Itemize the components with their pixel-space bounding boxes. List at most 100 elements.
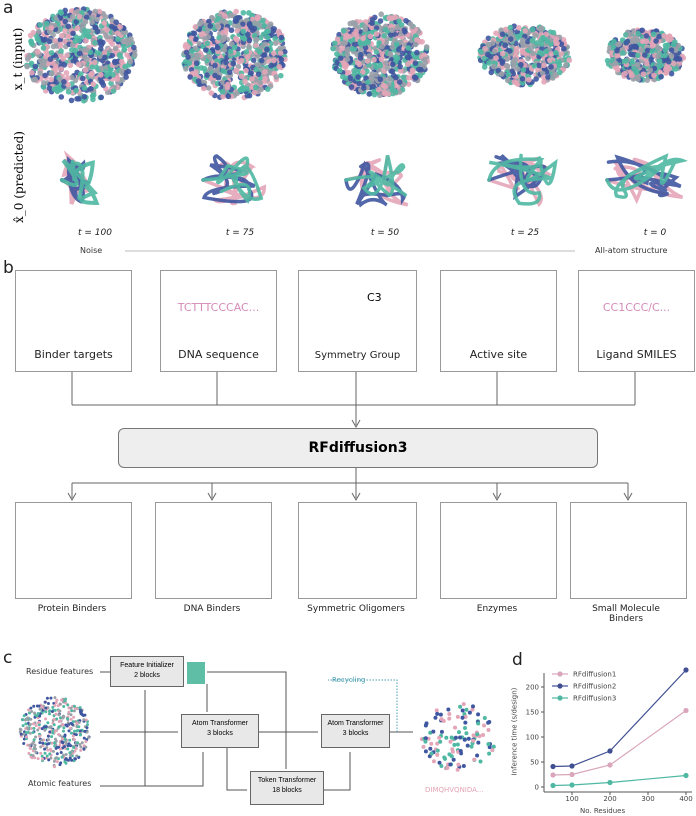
atom [107,38,114,45]
atom [532,32,538,39]
atom [538,26,544,33]
atom [526,76,532,83]
atom [270,28,277,34]
atom [91,59,98,66]
block-name: Feature Initializer [120,662,174,669]
atom [261,52,268,58]
atom [196,40,203,47]
atom [55,760,59,764]
atom [498,71,505,77]
atom [193,36,199,42]
atom [656,33,663,40]
atom [102,54,108,61]
atom [72,38,79,44]
atom [78,71,84,77]
atom [38,714,42,718]
atom [415,66,422,73]
atom [65,81,71,88]
atom [50,741,54,745]
atom [345,46,352,52]
atom [271,50,277,56]
atom [235,14,241,21]
atom [46,734,50,738]
atom [26,716,30,720]
atom [58,702,62,706]
residue [434,708,439,713]
atom [43,700,47,704]
atom [386,75,392,82]
atom [490,63,497,70]
atom [62,38,69,45]
arrow-down [492,483,502,502]
atom [42,725,46,729]
atom [662,52,668,59]
atom [205,34,212,40]
atom [362,24,368,30]
atom [334,51,340,57]
atom [509,68,515,75]
atom [31,731,35,735]
atom [19,732,23,736]
atom [81,54,88,60]
atom [37,726,41,730]
atom [54,729,58,733]
residue [462,737,467,742]
atom [505,71,512,78]
atom [225,93,232,100]
residue [447,712,452,717]
legend-label: RFdiffusion2 [573,683,616,691]
atom [40,705,44,709]
atom [27,751,31,755]
smiles-text: CC1CCC/C... [602,301,671,314]
atom [503,62,510,69]
atom [511,61,517,67]
block-name: Atom Transformer [191,720,248,727]
atom [405,45,412,51]
atom [502,27,509,33]
block-sub: 3 blocks [207,730,233,737]
atom [39,751,43,755]
atom [57,732,61,736]
noisy-atom-cloud [604,27,687,83]
output-label: Small Molecule Binders [592,604,660,624]
residue [458,735,463,740]
atom [78,729,82,733]
atom [79,748,83,752]
atom [224,84,231,91]
atom [83,47,90,53]
atom [515,66,521,72]
atom [340,73,346,80]
atom [204,72,210,78]
atom [64,757,68,761]
atom [373,31,380,37]
atom [406,75,412,81]
atom [117,24,123,30]
legend-marker [557,683,563,689]
atom [548,51,555,57]
atom [28,743,32,747]
block-name: Token Transformer [257,777,317,784]
atom [58,709,62,713]
atom [362,44,369,51]
data-point [683,707,689,714]
atom [544,38,551,45]
x-tick-label: 100 [565,795,578,803]
predicted-structure [201,154,267,206]
timestep-label: t = 75 [225,228,255,238]
atom [83,729,87,733]
atom [67,62,74,69]
atom [233,67,240,74]
atom [70,709,74,713]
output-box [15,502,132,599]
atom [46,85,53,91]
residue [456,762,461,767]
atom [240,9,247,16]
atom [520,67,527,73]
atom [330,45,336,52]
atom [657,69,664,76]
atom [195,52,202,59]
backbone-trace [201,156,264,204]
atom [616,41,623,47]
atom [628,39,635,45]
atom [246,37,253,44]
